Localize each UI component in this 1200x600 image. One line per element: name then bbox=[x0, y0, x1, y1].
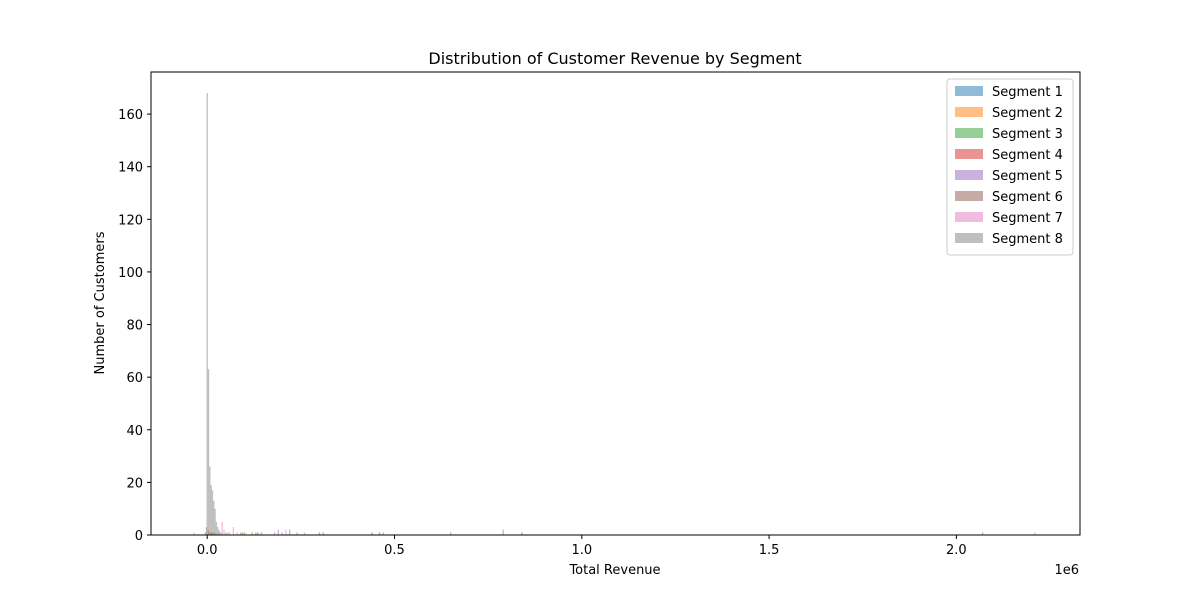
y-tick-label: 20 bbox=[126, 476, 143, 491]
y-tick-label: 80 bbox=[126, 319, 143, 334]
histogram-bar bbox=[242, 532, 244, 535]
y-tick-label: 120 bbox=[118, 213, 143, 228]
legend-swatch bbox=[955, 191, 983, 201]
histogram-bar bbox=[257, 532, 259, 535]
x-axis-ticks: 0.0 0.5 1.0 1.5 2.0 bbox=[197, 535, 967, 558]
y-axis-ticks: 0 20 40 60 80 100 120 140 160 bbox=[118, 108, 151, 544]
histogram-bar bbox=[281, 532, 283, 535]
histogram-bar bbox=[214, 508, 216, 535]
histogram-bar bbox=[322, 532, 324, 535]
histogram-bar bbox=[371, 532, 373, 535]
histogram-bar bbox=[378, 532, 381, 535]
y-axis-label: Number of Customers bbox=[93, 231, 108, 374]
histogram-bar bbox=[260, 532, 263, 535]
histogram-bar bbox=[521, 532, 523, 535]
histogram-bar bbox=[207, 369, 210, 535]
legend-label: Segment 4 bbox=[992, 148, 1063, 163]
histogram-bar bbox=[217, 527, 219, 535]
y-tick-label: 40 bbox=[126, 424, 143, 439]
x-tick-label: 0.5 bbox=[384, 543, 405, 558]
legend-swatch bbox=[955, 149, 983, 159]
legend-swatch bbox=[955, 107, 983, 117]
histogram-bar bbox=[981, 532, 984, 535]
histogram-bar bbox=[204, 532, 206, 535]
histogram-bar bbox=[502, 529, 504, 535]
legend-label: Segment 8 bbox=[992, 232, 1063, 247]
histogram-bar bbox=[221, 521, 223, 535]
y-tick-label: 140 bbox=[118, 161, 143, 176]
histogram-bar bbox=[318, 532, 321, 535]
legend-label: Segment 5 bbox=[992, 169, 1063, 184]
x-tick-label: 2.0 bbox=[946, 543, 967, 558]
histogram-bar bbox=[236, 532, 238, 535]
histogram-bar bbox=[382, 532, 384, 535]
histogram-bar bbox=[218, 529, 220, 535]
x-tick-label: 0.0 bbox=[197, 543, 218, 558]
histogram-bar bbox=[240, 532, 242, 535]
histogram-bar bbox=[255, 532, 257, 535]
histogram-bar bbox=[229, 532, 231, 535]
legend-label: Segment 6 bbox=[992, 190, 1063, 205]
y-tick-label: 160 bbox=[118, 108, 143, 123]
histogram-bar bbox=[210, 485, 212, 535]
y-tick-label: 60 bbox=[126, 371, 143, 386]
legend-swatch bbox=[955, 233, 983, 243]
legend-label: Segment 1 bbox=[992, 85, 1063, 100]
histogram-bar bbox=[209, 466, 211, 535]
histogram-bar bbox=[273, 532, 276, 535]
plot-frame bbox=[150, 71, 1081, 536]
histogram-bar bbox=[243, 532, 246, 535]
histogram-bar bbox=[225, 532, 227, 535]
histogram-bar bbox=[232, 527, 235, 535]
histogram-bar bbox=[296, 532, 298, 535]
histogram-bar bbox=[227, 532, 229, 535]
histogram-bar bbox=[285, 529, 287, 535]
legend-label: Segment 7 bbox=[992, 211, 1063, 226]
y-tick-label: 100 bbox=[118, 266, 143, 281]
legend-box bbox=[946, 78, 1074, 256]
x-tick-label: 1.0 bbox=[571, 543, 592, 558]
histogram-bar bbox=[220, 532, 222, 535]
histogram-bar bbox=[206, 93, 208, 535]
histogram-bar bbox=[277, 529, 280, 535]
x-axis-label: Total Revenue bbox=[568, 563, 660, 578]
histogram-bar bbox=[217, 532, 220, 535]
x-axis-offset-label: 1e6 bbox=[1054, 563, 1079, 578]
histogram-bar bbox=[303, 532, 306, 535]
histogram-bar bbox=[211, 490, 214, 535]
y-tick-label: 0 bbox=[135, 529, 143, 544]
legend-swatch bbox=[955, 128, 983, 138]
histogram-bar bbox=[223, 529, 225, 535]
histogram-bar bbox=[450, 532, 452, 535]
bars-group bbox=[193, 93, 1036, 535]
legend-label: Segment 2 bbox=[992, 106, 1063, 121]
histogram-bar bbox=[288, 529, 291, 535]
legend-swatch bbox=[955, 212, 983, 222]
histogram-bar bbox=[1034, 532, 1036, 535]
histogram-bar bbox=[215, 521, 218, 535]
x-tick-label: 1.5 bbox=[759, 543, 780, 558]
chart-title: Distribution of Customer Revenue by Segm… bbox=[428, 49, 801, 68]
legend: Segment 1 Segment 2 Segment 3 Segment 4 Segm… bbox=[946, 78, 1074, 256]
legend-swatch bbox=[955, 86, 983, 96]
histogram-bar bbox=[213, 500, 215, 535]
histogram-bar bbox=[251, 532, 253, 535]
histogram-bar bbox=[205, 527, 208, 535]
legend-swatch bbox=[955, 170, 983, 180]
legend-label: Segment 3 bbox=[992, 127, 1063, 142]
histogram-bar bbox=[193, 532, 195, 535]
